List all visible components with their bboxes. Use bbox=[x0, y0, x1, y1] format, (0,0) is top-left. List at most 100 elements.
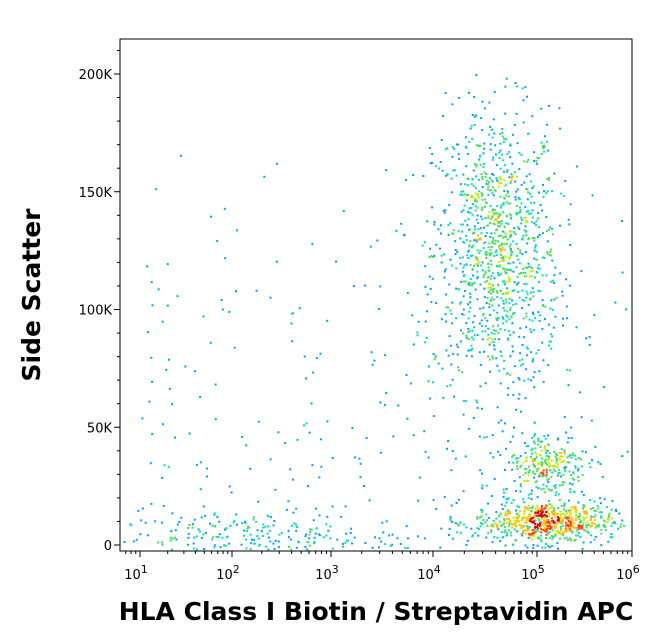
data-point bbox=[466, 303, 469, 306]
data-point bbox=[474, 187, 477, 190]
data-point bbox=[527, 474, 530, 477]
data-point bbox=[606, 520, 609, 523]
data-point bbox=[496, 318, 499, 321]
data-point bbox=[224, 528, 226, 531]
data-point bbox=[412, 174, 415, 176]
data-point bbox=[494, 242, 497, 245]
data-point bbox=[480, 511, 483, 513]
data-point bbox=[439, 161, 442, 163]
data-point bbox=[166, 304, 169, 307]
data-point bbox=[560, 527, 563, 530]
data-point bbox=[529, 519, 531, 522]
data-point bbox=[458, 256, 461, 259]
data-point bbox=[574, 534, 577, 537]
data-point bbox=[504, 422, 506, 425]
data-point bbox=[426, 293, 429, 296]
data-point bbox=[544, 529, 547, 532]
data-point bbox=[545, 454, 548, 457]
y-tick-label: 150K bbox=[79, 186, 113, 201]
data-point bbox=[496, 205, 499, 208]
data-point bbox=[472, 338, 475, 341]
data-point bbox=[522, 99, 525, 102]
data-point bbox=[474, 288, 477, 291]
data-point bbox=[462, 413, 465, 416]
data-point bbox=[533, 458, 535, 461]
data-point bbox=[486, 524, 489, 527]
data-point bbox=[525, 529, 528, 532]
data-point bbox=[541, 145, 544, 148]
data-point bbox=[569, 243, 571, 246]
data-point bbox=[342, 545, 345, 548]
data-point bbox=[274, 488, 277, 491]
data-point bbox=[483, 171, 486, 174]
data-point bbox=[326, 515, 329, 518]
data-point bbox=[506, 153, 509, 156]
data-point bbox=[578, 391, 581, 394]
data-point bbox=[494, 208, 497, 211]
data-point bbox=[528, 532, 531, 535]
data-point bbox=[346, 539, 348, 542]
data-point bbox=[489, 259, 492, 262]
data-point bbox=[572, 524, 574, 527]
data-point bbox=[353, 536, 356, 539]
data-point bbox=[522, 336, 525, 339]
data-point bbox=[502, 307, 505, 309]
data-point bbox=[493, 232, 496, 235]
data-point bbox=[477, 144, 480, 147]
data-point bbox=[481, 472, 483, 475]
data-point bbox=[490, 173, 493, 175]
data-point bbox=[599, 497, 602, 500]
data-point bbox=[518, 262, 521, 265]
data-point bbox=[546, 190, 549, 193]
data-point bbox=[543, 144, 546, 147]
data-point bbox=[499, 513, 502, 516]
data-point bbox=[582, 511, 585, 514]
data-point bbox=[590, 525, 593, 527]
data-point bbox=[537, 443, 540, 446]
data-point bbox=[429, 162, 432, 165]
data-point bbox=[417, 499, 420, 502]
data-point bbox=[464, 136, 467, 139]
data-point bbox=[531, 533, 534, 536]
data-point bbox=[499, 234, 502, 237]
data-point bbox=[526, 95, 528, 98]
data-point bbox=[478, 238, 481, 241]
data-point bbox=[552, 468, 555, 471]
data-point bbox=[484, 382, 487, 385]
data-point bbox=[517, 457, 520, 460]
data-point bbox=[429, 287, 432, 290]
data-point bbox=[456, 523, 459, 526]
data-point bbox=[537, 463, 540, 466]
data-point bbox=[591, 194, 594, 197]
data-point bbox=[577, 476, 580, 479]
data-point bbox=[569, 513, 572, 516]
data-point bbox=[500, 419, 503, 422]
data-point bbox=[536, 536, 539, 539]
data-point bbox=[541, 471, 544, 474]
data-point bbox=[492, 186, 494, 189]
data-point bbox=[507, 497, 510, 500]
data-point bbox=[519, 490, 522, 493]
data-point bbox=[167, 358, 170, 361]
data-point bbox=[378, 546, 380, 549]
data-point bbox=[453, 169, 456, 172]
data-point bbox=[496, 296, 499, 298]
data-point bbox=[534, 507, 537, 510]
data-point bbox=[165, 368, 168, 371]
data-point bbox=[535, 509, 538, 512]
data-point bbox=[517, 516, 520, 519]
data-point bbox=[504, 511, 507, 514]
data-point bbox=[253, 542, 256, 545]
data-point bbox=[485, 279, 488, 282]
data-point bbox=[531, 505, 534, 508]
data-point bbox=[495, 317, 498, 320]
data-point bbox=[469, 211, 472, 214]
data-point bbox=[477, 534, 480, 537]
data-point bbox=[264, 525, 267, 528]
data-point bbox=[521, 87, 524, 90]
data-point bbox=[537, 289, 540, 292]
data-point bbox=[524, 266, 527, 269]
data-point bbox=[481, 484, 484, 487]
data-point bbox=[521, 298, 524, 301]
data-point bbox=[537, 530, 540, 533]
